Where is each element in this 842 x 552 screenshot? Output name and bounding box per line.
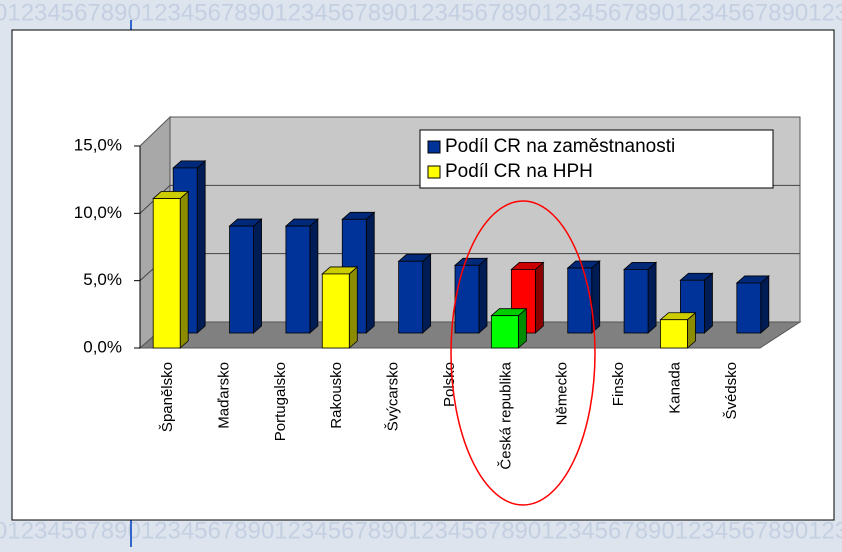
y-tick-label: 10,0% — [74, 203, 122, 222]
bar — [285, 225, 311, 334]
legend-swatch — [427, 165, 441, 179]
x-tick-label: Česká republika — [497, 361, 514, 469]
y-tick-label: 5,0% — [83, 270, 122, 289]
bar-side — [760, 275, 770, 334]
x-tick-label: Polsko — [441, 362, 458, 407]
bar-side — [422, 253, 432, 334]
highlight-ellipse — [450, 200, 596, 506]
x-tick-label: Kanada — [666, 361, 683, 413]
bar — [454, 264, 480, 334]
x-tick-label: Portugalsko — [272, 362, 289, 441]
bar — [736, 282, 762, 334]
bar — [660, 319, 688, 349]
x-tick-label: Finsko — [610, 362, 627, 406]
y-tick-label: 15,0% — [74, 135, 122, 154]
x-tick-label: Rakousko — [328, 362, 345, 429]
bar-side — [704, 272, 713, 334]
bar — [623, 268, 649, 334]
y-tick-label: 0,0% — [83, 337, 122, 356]
x-tick-label: Německo — [554, 362, 571, 425]
legend-label: Podíl CR na zaměstnanosti — [445, 136, 675, 157]
watermark: 0123456789012345678901234567890123456789… — [0, 0, 842, 26]
bar — [398, 260, 424, 334]
bar — [567, 267, 593, 334]
bar-side — [196, 160, 206, 334]
x-tick-label: Švédsko — [723, 362, 740, 420]
x-tick-label: Maďarsko — [216, 362, 233, 429]
watermark: 0123456789012345678901234567890123456789… — [0, 517, 842, 544]
legend: Podíl CR na zaměstnanosti Podíl CR na HPH — [419, 129, 774, 189]
x-tick-label: Španělsko — [159, 362, 176, 432]
bar-side — [179, 190, 189, 349]
bar-side — [534, 261, 544, 334]
legend-box — [419, 129, 774, 189]
x-tick-label: Švýcarsko — [385, 362, 402, 431]
plot: 0,0% 5,0% 10,0% 15,0% Španělsko Maďarsko Portu… — [74, 129, 800, 470]
bar — [321, 273, 350, 349]
bar — [229, 225, 254, 334]
bar-side — [647, 261, 657, 334]
legend-swatch — [427, 140, 441, 154]
bar-side — [309, 218, 319, 334]
bar — [490, 315, 519, 349]
bar-side — [253, 218, 262, 334]
bar-side — [478, 257, 488, 334]
bar-side — [348, 266, 358, 349]
bar — [152, 198, 181, 349]
bar-side — [365, 211, 375, 334]
legend-label: Podíl CR na HPH — [445, 161, 593, 182]
